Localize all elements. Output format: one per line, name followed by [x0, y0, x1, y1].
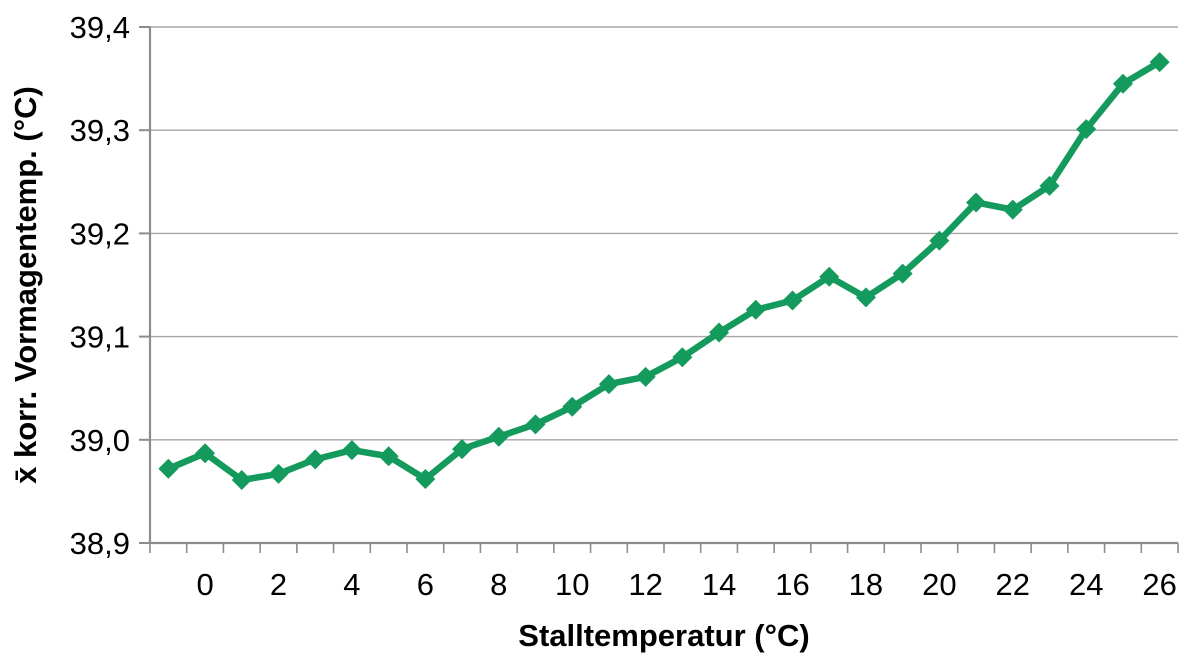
x-tick-label: 2: [270, 567, 287, 602]
data-point-marker: [158, 458, 179, 479]
data-point-marker: [672, 347, 693, 368]
y-tick-marks: [139, 26, 150, 544]
x-tick-label: 10: [555, 567, 589, 602]
data-point-marker: [819, 266, 840, 287]
data-point-marker: [231, 470, 252, 491]
y-tick-label: 39,1: [70, 320, 130, 355]
data-point-marker: [1112, 73, 1133, 94]
x-tick-label: 0: [196, 567, 213, 602]
data-point-marker: [782, 290, 803, 311]
y-tick-label: 39,0: [70, 423, 130, 458]
x-tick-label: 20: [922, 567, 956, 602]
x-tick-labels: 0 2 4 6 8 10 12 14 16 18 20 22 24 26: [196, 567, 1176, 602]
data-point-marker: [1002, 199, 1023, 220]
data-point-marker: [966, 192, 987, 213]
data-point-marker: [305, 449, 326, 470]
data-point-marker: [635, 366, 656, 387]
x-tick-marks: [149, 543, 1179, 553]
data-point-marker: [855, 287, 876, 308]
x-tick-label: 4: [343, 567, 360, 602]
data-point-marker: [1076, 119, 1097, 140]
y-axis-title: x̄ korr. Vormagentemp. (°C): [8, 86, 43, 484]
data-point-marker: [745, 299, 766, 320]
data-point-marker: [1149, 52, 1170, 73]
x-tick-label: 8: [490, 567, 507, 602]
data-point-marker: [525, 414, 546, 435]
data-point-marker: [341, 440, 362, 461]
x-tick-label: 18: [849, 567, 883, 602]
data-point-marker: [709, 322, 730, 343]
data-point-marker: [1039, 175, 1060, 196]
data-point-marker: [452, 439, 473, 460]
data-point-marker: [488, 426, 509, 447]
x-tick-label: 14: [702, 567, 736, 602]
gridlines: [150, 26, 1178, 441]
x-tick-label: 22: [996, 567, 1030, 602]
data-point-marker: [415, 469, 436, 490]
y-tick-labels: 38,9 39,0 39,1 39,2 39,3 39,4: [70, 10, 130, 561]
x-tick-label: 16: [775, 567, 809, 602]
x-tick-label: 12: [628, 567, 662, 602]
data-point-marker: [892, 263, 913, 284]
data-point-marker: [268, 463, 289, 484]
series-line: [165, 58, 1163, 484]
data-point-marker: [562, 396, 583, 417]
y-tick-label: 39,3: [70, 113, 130, 148]
data-point-marker: [598, 374, 619, 395]
data-point-marker: [929, 230, 950, 251]
x-tick-label: 26: [1142, 567, 1176, 602]
y-tick-label: 39,4: [70, 10, 130, 45]
x-tick-label: 24: [1069, 567, 1103, 602]
data-series: [158, 52, 1170, 491]
data-point-marker: [378, 446, 399, 467]
x-axis-title: Stalltemperatur (°C): [518, 618, 809, 653]
y-tick-label: 38,9: [70, 526, 130, 561]
x-tick-label: 6: [417, 567, 434, 602]
data-point-marker: [195, 443, 216, 464]
y-tick-label: 39,2: [70, 216, 130, 251]
